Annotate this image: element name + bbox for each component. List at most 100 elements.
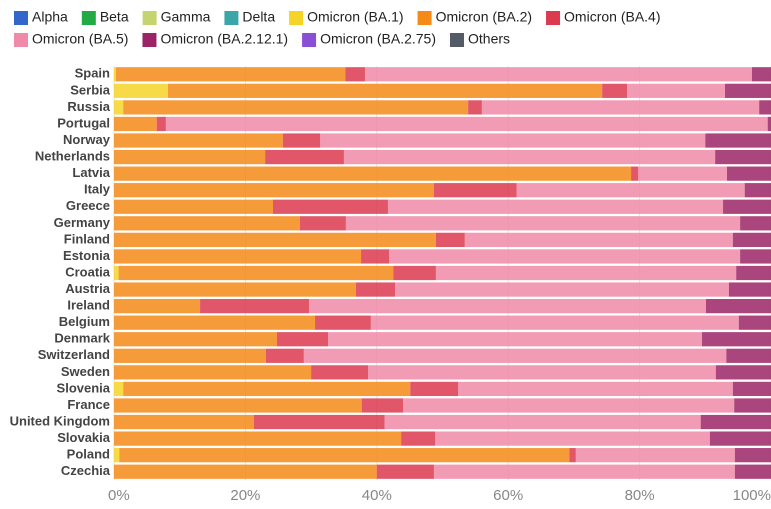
bar-segment (118, 265, 394, 281)
bar-segment (156, 116, 166, 132)
bar-segment (575, 448, 735, 463)
bar-segment (393, 265, 436, 281)
bar-segment (114, 282, 356, 297)
bar-segment (705, 133, 771, 148)
bar-segment (433, 464, 735, 479)
y-tick-label: Latvia (72, 165, 110, 180)
legend-item: Omicron (BA.2) (417, 9, 532, 25)
legend-swatch (289, 11, 304, 25)
bar-segment (384, 414, 701, 430)
bar-segment (638, 166, 727, 181)
bar-segment (387, 199, 724, 214)
bar-segment (464, 232, 733, 248)
y-tick-label: Ireland (67, 298, 110, 313)
bar-segment (265, 348, 304, 363)
bar-segment (114, 265, 119, 281)
bar-segment (123, 381, 411, 397)
bar-segment (435, 265, 737, 281)
y-tick-label: Italy (84, 182, 111, 197)
bar-segment (114, 249, 362, 264)
bar-segment (343, 149, 716, 165)
bar-segment (114, 183, 434, 198)
bar-segment (602, 83, 628, 98)
bar-segment (309, 298, 706, 314)
bar-segment (320, 133, 706, 148)
bar-segment (435, 431, 710, 446)
legend-label: Beta (100, 9, 129, 25)
bar-segment (165, 116, 768, 132)
bar-segment (734, 398, 771, 413)
bar-segment (744, 183, 771, 198)
bar-segment (114, 67, 116, 82)
y-tick-label: Serbia (70, 82, 111, 97)
bar-segment (253, 414, 385, 430)
bar-segment (114, 216, 300, 231)
legend-swatch (14, 11, 28, 25)
bar-segment (376, 464, 434, 479)
bar-segment (114, 100, 124, 115)
y-tick-label: Denmark (54, 331, 110, 346)
legend-label: Omicron (BA.4) (564, 9, 660, 25)
y-tick-label: Poland (67, 447, 110, 462)
bar-segment (705, 298, 771, 314)
bar-segment (114, 414, 254, 430)
bar-segment (702, 332, 771, 347)
y-tick-label: France (67, 397, 110, 412)
y-tick-label: Sweden (61, 364, 110, 379)
bar-segment (723, 199, 771, 214)
x-tick-label: 80% (625, 487, 655, 504)
bar-segment (315, 315, 371, 330)
bar-segment (114, 232, 436, 248)
bar-segment (516, 183, 745, 198)
bar-segment (403, 398, 735, 413)
bar-segment (627, 83, 726, 98)
bar-segment (123, 100, 469, 115)
bar-segment (114, 332, 277, 347)
bar-segment (725, 83, 771, 98)
y-tick-label: Netherlands (35, 149, 110, 164)
bar-segment (740, 249, 771, 264)
bar-segment (395, 282, 729, 297)
bar-segment (114, 315, 316, 330)
bar-segment (114, 133, 283, 148)
bar-segment (114, 464, 377, 479)
bar-segment (282, 133, 321, 148)
y-tick-label: Russia (67, 99, 110, 114)
y-tick-label: Austria (65, 281, 111, 296)
bar-segment (115, 67, 346, 82)
legend-label: Alpha (32, 9, 68, 25)
x-tick-label: 60% (493, 487, 523, 504)
legend-swatch (142, 33, 157, 47)
bar-segment (345, 67, 365, 82)
legend-label: Gamma (161, 9, 211, 25)
bar-segment (119, 448, 570, 463)
legend-label: Others (468, 31, 510, 47)
bar-segment (114, 381, 124, 397)
bar-segment (726, 348, 771, 363)
bar-segment (389, 249, 741, 264)
bar-segment (272, 199, 388, 214)
bar-segment (355, 282, 396, 297)
bar-segment (276, 332, 329, 347)
bar-segment (303, 348, 727, 363)
bar-segment (361, 398, 404, 413)
bar-segment (458, 381, 733, 397)
legend-item: Omicron (BA.2.12.1) (142, 31, 288, 47)
bar-segment (569, 448, 576, 463)
bar-segment (715, 365, 771, 380)
bar-segment (114, 348, 266, 363)
y-tick-label: Slovakia (57, 430, 111, 445)
x-tick-label: 0% (108, 487, 130, 504)
bar-segment (114, 199, 273, 214)
bar-segment (114, 166, 632, 181)
y-tick-label: Germany (54, 215, 111, 230)
legend-label: Omicron (BA.2.12.1) (160, 31, 288, 47)
x-tick-label: 100% (733, 487, 771, 504)
legend-item: Others (450, 31, 510, 47)
y-tick-label: United Kingdom (10, 413, 110, 428)
y-tick-label: Portugal (57, 115, 110, 130)
bar-segment (700, 414, 771, 430)
bar-segment (401, 431, 436, 446)
x-tick-label: 40% (362, 487, 392, 504)
